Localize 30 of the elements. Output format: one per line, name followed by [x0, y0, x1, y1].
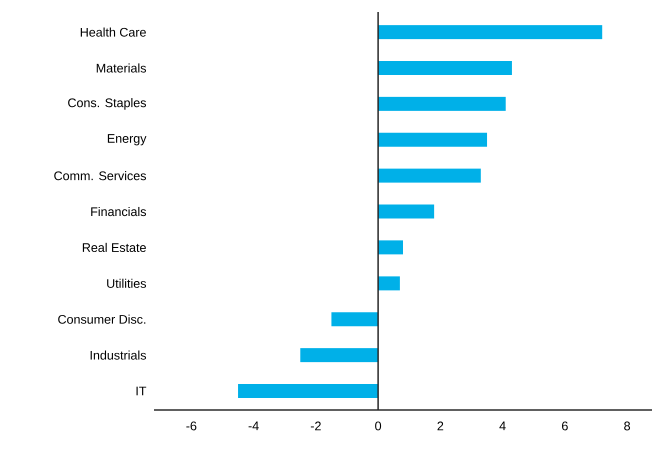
x-tick-label: 0 [375, 422, 382, 430]
x-tick-label: 2 [438, 422, 444, 430]
y-tick-label: Health Care [80, 28, 146, 37]
y-tick-label: Financials [91, 206, 146, 216]
x-tick-label: 8 [624, 422, 630, 430]
x-tick-label: 6 [562, 422, 568, 430]
bar [300, 348, 378, 362]
y-tick-label: Energy [108, 134, 146, 146]
x-tick-label: -6 [186, 422, 196, 430]
bar [378, 276, 400, 290]
bar [378, 60, 512, 75]
y-tick-label: Consumer Disc. [58, 314, 146, 324]
bar [331, 312, 378, 326]
y-tick-label: Comm. Services [54, 171, 146, 180]
x-tick-label: 4 [499, 422, 506, 430]
y-tick-label: IT [136, 386, 146, 396]
bar [378, 96, 506, 111]
bar [238, 384, 378, 398]
bar [378, 204, 434, 219]
y-tick-label: Real Estate [82, 242, 146, 252]
bar [378, 168, 481, 183]
bar [378, 132, 488, 147]
x-tick-label: -2 [310, 422, 321, 430]
bar [378, 240, 404, 254]
y-tick-label: Utilities [107, 278, 146, 288]
bar [378, 25, 602, 40]
y-tick-label: Materials [96, 63, 146, 73]
y-tick-label: Industrials [90, 350, 146, 360]
x-tick-label: -4 [248, 422, 259, 430]
y-tick-label: Cons. Staples [68, 98, 146, 110]
